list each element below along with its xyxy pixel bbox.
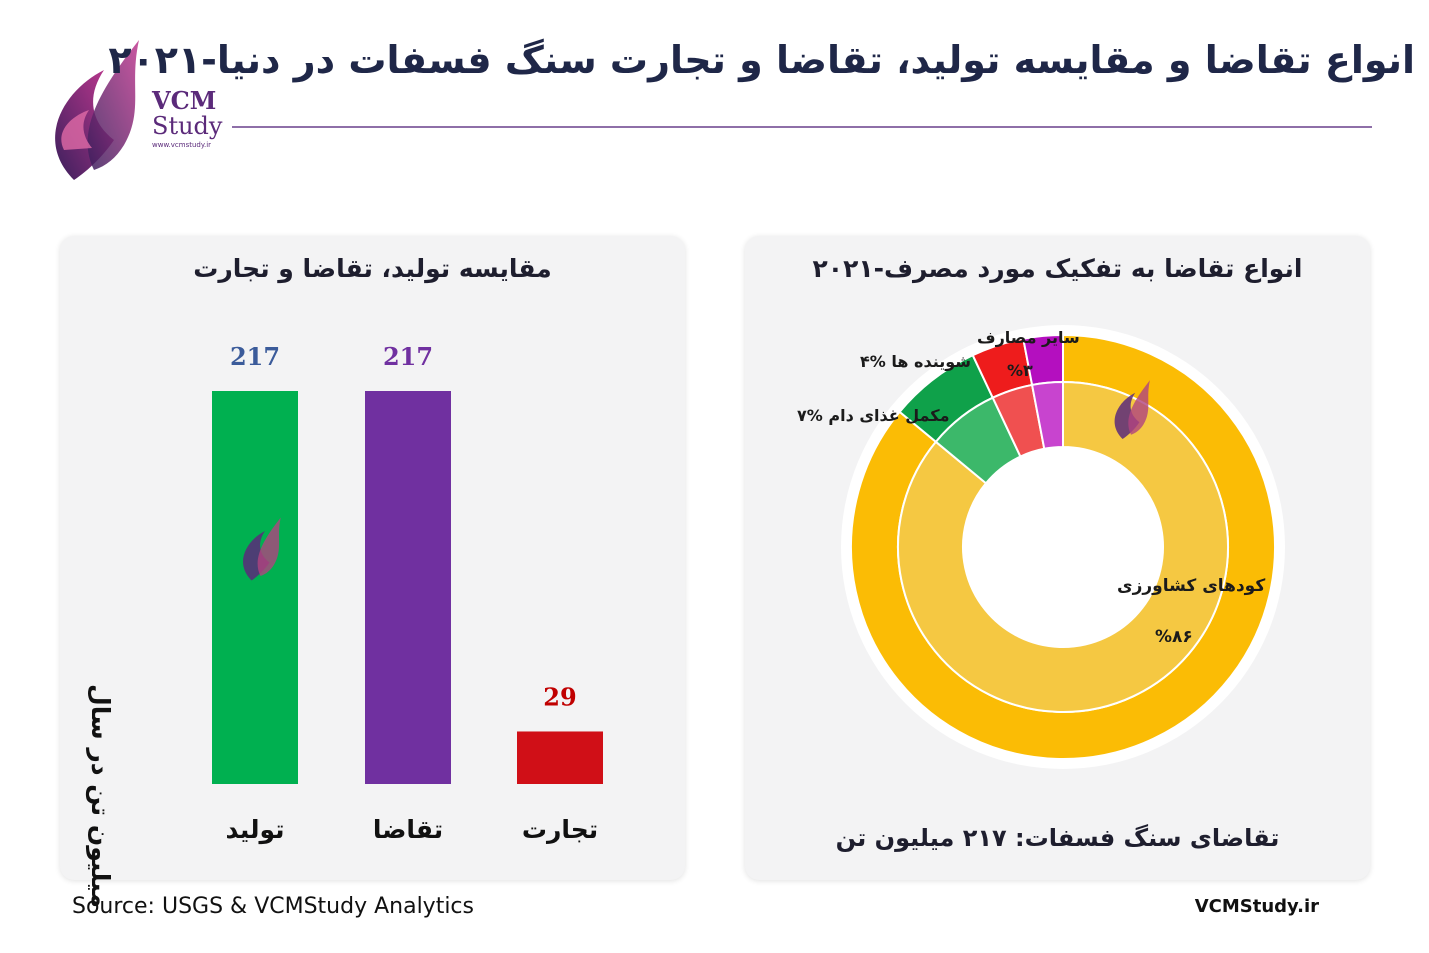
bar-value-label-0: 217 [230,342,280,371]
donut-hole [963,447,1163,647]
donut-watermark-icon [1114,380,1150,439]
category-label-1: تقاضا [373,815,443,844]
logo-wordmark: VCM [152,86,217,115]
slice-label-detergent: شوینده ها %۴ [860,352,971,371]
bar-chart-title: مقایسه تولید، تقاضا و تجارت [193,254,552,283]
bar-value-label-1: 217 [383,342,433,371]
bar-chart-panel: مقایسه تولید، تقاضا و تجارت 217 تولید 217 ت… [60,236,685,908]
header-divider [232,126,1372,128]
slice-other-percent: %۳ [1007,361,1033,380]
category-label-2: تجارت [522,815,598,844]
slice-other-name: سایر مصارف [977,328,1080,347]
slice-detergent-percent: %۴ [860,352,886,371]
source-note: Source: USGS & VCMStudy Analytics [72,894,474,919]
bar-value-label-2: 29 [543,682,576,711]
donut-chart-panel: انواع تقاضا به تفکیک مورد مصرف-۲۰۲۱ کوده… [745,236,1370,880]
bar-1 [365,391,451,784]
slice-label-fertilizer: کودهای کشاورزی [1117,576,1266,596]
flame-logo-icon [55,40,139,180]
donut-chart-title: انواع تقاضا به تفکیک مورد مصرف-۲۰۲۱ [812,254,1303,283]
logo-url: www.vcmstudy.ir [152,141,212,149]
page-title: انواع تقاضا و مقایسه تولید، تقاضا و تجار… [108,38,1415,82]
category-label-0: تولید [225,815,284,845]
slice-feed-percent: %۷ [797,406,823,425]
bar-2 [517,731,603,784]
slice-feed-name: مکمل غذای دام [828,406,950,425]
bar-chart: 217 تولید 217 تقاضا 29 تجارت [212,342,603,845]
watermark-logo-icon [243,517,281,581]
y-axis-label: میلیون تن در سال [86,684,115,908]
demand-total: تقاضای سنگ فسفات: ۲۱۷ میلیون تن [835,824,1280,852]
bar-0 [212,391,298,784]
slice-percent-fertilizer: %۸۶ [1155,627,1193,647]
site-url: VCMStudy.ir [1194,896,1319,917]
slice-label-feed: مکمل غذای دام %۷ [797,406,949,425]
slice-detergent-name: شوینده ها [891,352,972,371]
logo-study-text: Study [152,112,223,140]
vcm-study-logo [44,30,234,190]
donut-chart [841,325,1285,769]
